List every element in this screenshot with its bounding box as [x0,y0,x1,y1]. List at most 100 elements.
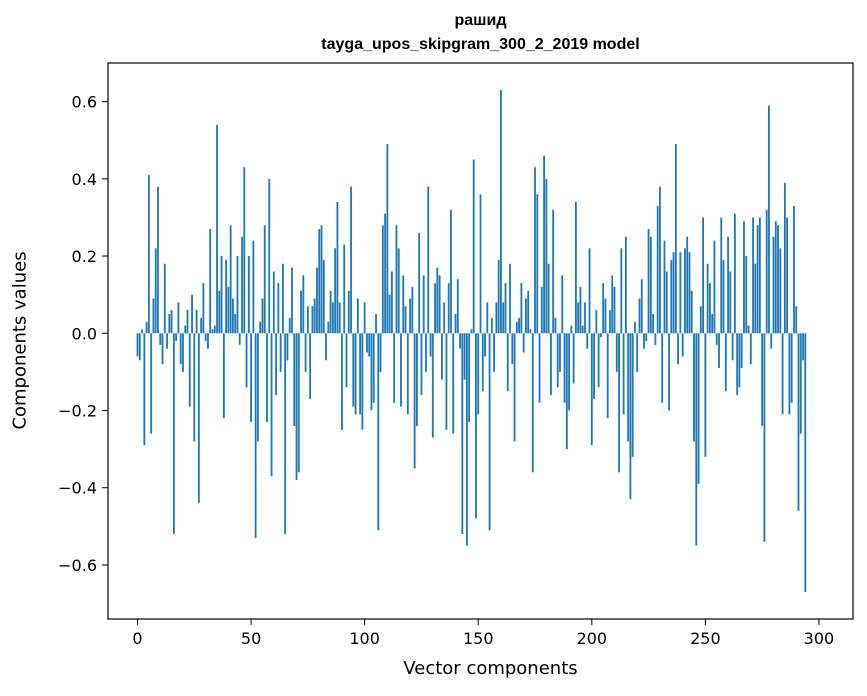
bar-206 [604,298,607,334]
bar-281 [774,221,777,334]
bar-35 [216,124,218,334]
bar-188 [563,333,566,403]
bar-231 [661,333,664,403]
bar-47 [243,167,246,334]
bar-194 [577,302,580,334]
bar-211 [615,333,618,372]
bar-191 [570,325,573,334]
bar-164 [509,263,511,334]
bar-261 [729,271,732,334]
bar-218 [631,333,634,457]
bar-247 [697,333,700,484]
bar-178 [540,286,543,334]
bar-240 [681,333,684,357]
bar-121 [411,286,414,334]
bar-227 [652,313,655,334]
bar-176 [536,194,539,334]
bar-0 [136,333,139,357]
bar-259 [724,333,727,392]
bar-232 [663,240,666,334]
bar-52 [254,333,257,538]
bar-111 [388,294,391,334]
bar-11 [161,333,164,365]
bar-44 [236,256,239,334]
bar-53 [257,333,259,442]
bar-60 [272,271,275,334]
bar-187 [561,275,564,334]
bar-226 [649,236,652,334]
bar-1 [138,333,141,361]
bar-236 [672,252,675,334]
bar-104 [372,333,375,403]
bar-56 [263,225,266,334]
bar-241 [684,248,686,334]
bar-207 [606,333,609,419]
bar-75 [306,306,309,334]
bar-24 [191,294,193,334]
y-tick-label-4: 0.2 [72,247,97,266]
bar-203 [597,333,600,388]
bar-118 [404,306,407,334]
bar-282 [777,225,779,334]
bar-32 [209,229,212,334]
bar-193 [574,202,577,334]
bar-196 [581,325,584,334]
bar-2 [141,329,143,334]
bar-181 [547,263,550,334]
bar-27 [197,333,200,504]
bar-95 [352,333,355,407]
bar-190 [568,333,570,411]
bar-74 [304,333,307,372]
bar-120 [409,298,411,334]
bar-58 [268,178,271,334]
bar-217 [629,333,632,500]
bar-275 [761,333,764,426]
bar-272 [754,263,757,334]
bar-34 [213,325,216,334]
bar-135 [443,302,446,334]
bar-229 [656,205,659,334]
bar-101 [366,333,368,353]
bar-10 [159,333,162,345]
bar-84 [327,321,330,334]
bar-43 [234,313,237,334]
bar-287 [788,333,791,415]
bar-45 [238,333,241,345]
bar-12 [163,263,166,334]
bar-145 [465,333,468,546]
bar-258 [722,259,725,334]
bar-223 [643,333,645,349]
bar-14 [168,313,171,334]
bar-157 [493,333,496,372]
bar-291 [797,333,800,511]
bar-283 [779,248,782,334]
x-tick-label-5: 250 [690,629,721,648]
x-tick-label-0: 0 [132,629,142,648]
bar-20 [182,333,184,372]
bar-28 [200,317,203,334]
bar-153 [484,333,486,357]
bar-112 [391,271,393,334]
bar-277 [765,209,768,334]
bar-92 [345,333,348,388]
bar-86 [331,302,334,334]
bar-290 [795,306,798,334]
bar-25 [193,333,196,442]
bar-134 [440,333,443,380]
bar-174 [531,333,534,473]
bar-285 [783,182,786,334]
bar-156 [490,317,493,334]
bar-234 [668,333,670,411]
bar-49 [247,256,250,334]
bar-88 [336,202,339,334]
bar-163 [506,333,509,392]
bar-208 [609,310,611,334]
bar-266 [740,333,743,369]
bar-133 [438,275,441,334]
bar-172 [527,290,530,334]
bar-26 [195,310,198,334]
bar-40 [227,286,230,334]
bar-233 [665,271,668,334]
bar-94 [350,186,352,334]
bar-144 [463,333,466,380]
